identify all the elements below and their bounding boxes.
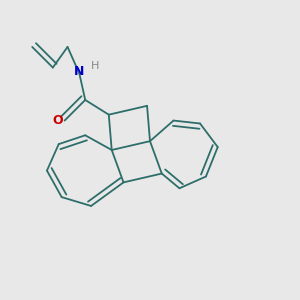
Text: N: N (74, 65, 85, 79)
Text: O: O (52, 114, 63, 127)
Text: H: H (91, 61, 100, 71)
